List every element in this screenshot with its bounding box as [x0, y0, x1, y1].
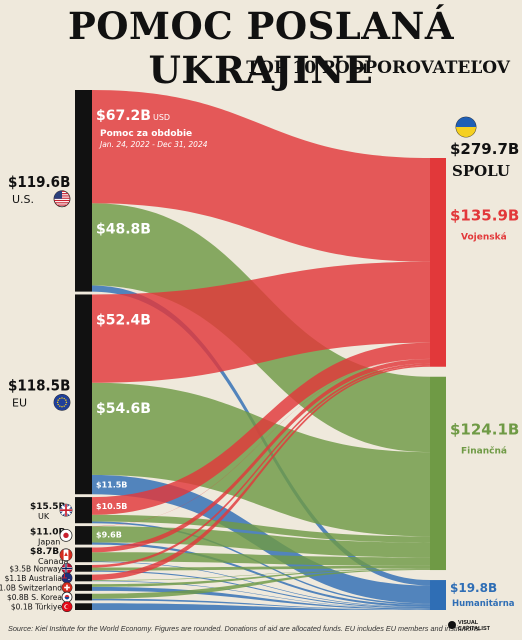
south-korea-flag-icon: [61, 591, 73, 603]
ukraine-flag-icon: [455, 116, 477, 138]
logo-line-2: CAPITALIST: [458, 626, 490, 632]
donor-name-u-s: U.S.: [12, 193, 34, 206]
target-value-humanitarian: $19.8B: [450, 581, 497, 595]
flow-japan-financial: [92, 526, 430, 558]
donor-bar: [75, 603, 92, 610]
flow-switzerland-financial: [92, 568, 430, 587]
donor-label-norway: $3.5B Norway: [9, 564, 62, 573]
us-flag-icon: [53, 190, 71, 208]
period-title: Pomoc za obdobie: [100, 129, 192, 139]
flow-value-financial: $48.8B: [96, 221, 151, 237]
logo-icon: [448, 621, 456, 629]
flow-t-rkiye-humanitarian: [92, 603, 430, 610]
norway-flag-icon: [61, 562, 73, 574]
flow-uk-financial: [92, 514, 430, 543]
japan-flag-icon: [59, 528, 73, 542]
flow-japan-military: [92, 358, 430, 527]
flow-canada-humanitarian: [92, 561, 430, 608]
donor-label-switzerland: $1.0B Switzerland: [0, 584, 62, 593]
flow-australia-military: [92, 365, 430, 581]
target-label-financial: Finančná: [461, 446, 507, 457]
eu-flag-icon: [53, 393, 71, 411]
donor-bar: [75, 574, 92, 582]
flow-s-korea-humanitarian: [92, 598, 430, 610]
donor-total-canada: $8.7B: [30, 547, 59, 557]
donor-total-u-s: $119.6B: [8, 173, 70, 191]
donor-bar: [75, 593, 92, 601]
donor-name-japan: Japan: [37, 537, 60, 546]
flow-norway-military: [92, 363, 430, 568]
donor-name-canada: Canada: [38, 557, 69, 566]
flow-value-military: $10.5B: [96, 502, 127, 511]
flow-canada-military: [92, 359, 430, 553]
page-subtitle: TOP 10 PODPOROVATEĽOV: [246, 58, 510, 78]
donor-total-uk: $15.5B: [30, 502, 65, 512]
flow-value-military: $52.4B: [96, 312, 151, 328]
donor-total-eu: $118.5B: [8, 376, 70, 394]
target-bar-financial: [430, 376, 446, 571]
target-bar-humanitarian: [430, 580, 446, 610]
flow-norway-humanitarian: [92, 570, 430, 609]
label-layer: $119.6BU.S.$118.5BEU$15.5BUK$11.0BJapan$…: [0, 108, 519, 613]
canada-flag-icon: [59, 548, 73, 562]
target-value-military: $135.9B: [450, 207, 519, 225]
flow-value-financial: $9.6B: [96, 530, 122, 539]
target-label-humanitarian: Humanitárna: [452, 599, 515, 609]
flow-eu-military: [92, 261, 430, 383]
turkiye-flag-icon: [61, 601, 73, 613]
period-dates: Jan. 24, 2022 - Dec 31, 2024: [98, 140, 208, 149]
flow-s-korea-financial: [92, 569, 430, 599]
donor-bar: [75, 584, 92, 591]
brand-logo: VISUAL CAPITALIST: [448, 620, 490, 632]
flow-australia-humanitarian: [92, 580, 430, 609]
donor-label-t-rkiye: $0.1B Türkiye: [11, 603, 62, 612]
flow-uk-military: [92, 342, 430, 515]
flow-value-humanitarian: $11.5B: [96, 481, 127, 490]
donor-bar: [75, 526, 92, 545]
source-note: Source: Kiel Institute for the World Eco…: [8, 624, 482, 633]
flow-norway-financial: [92, 565, 430, 571]
donor-total-japan: $11.0B: [30, 527, 65, 537]
donor-bar: [75, 547, 92, 563]
logo-line-1: VISUAL: [458, 620, 479, 626]
target-bar-military: [430, 158, 446, 367]
switzerland-flag-icon: [61, 582, 73, 593]
target-label-military: Vojenská: [461, 233, 507, 243]
flow-eu-financial: [92, 382, 430, 537]
flow-value-financial: $54.6B: [96, 401, 151, 417]
page-title: POMOC POSLANÁ UKRAJINE: [67, 4, 455, 92]
target-value-financial: $124.1B: [450, 421, 519, 439]
australia-flag-icon: [61, 572, 73, 584]
donor-label-australia: $1.1B Australia: [5, 574, 62, 583]
node-bar-layer: [75, 90, 446, 610]
donor-name-eu: EU: [12, 396, 27, 409]
total-label: SPOLU: [452, 162, 510, 180]
flow-layer: [92, 90, 430, 610]
donor-bar: [75, 565, 92, 572]
donor-label-s-korea: $0.8B S. Korea: [7, 593, 62, 602]
total-value: $279.7B: [450, 140, 519, 158]
flow-japan-humanitarian: [92, 542, 430, 607]
donor-bar: [75, 90, 92, 292]
uk-flag-icon: [59, 503, 73, 517]
flow-u-s--military: [92, 90, 430, 262]
donor-name-uk: UK: [38, 512, 50, 521]
flow-australia-financial: [92, 568, 430, 581]
donor-bar: [75, 294, 92, 495]
donor-bar: [75, 497, 92, 524]
